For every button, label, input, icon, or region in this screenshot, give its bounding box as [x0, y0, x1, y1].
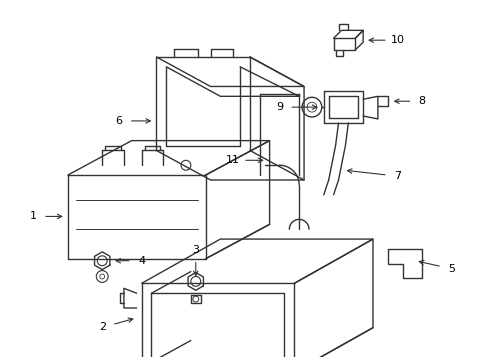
- Text: 4: 4: [138, 256, 145, 266]
- Text: 5: 5: [447, 264, 454, 274]
- Text: 2: 2: [99, 323, 105, 333]
- Text: 1: 1: [30, 211, 37, 221]
- Text: 9: 9: [275, 102, 283, 112]
- Text: 10: 10: [390, 35, 404, 45]
- Text: 8: 8: [418, 96, 425, 106]
- Text: 11: 11: [226, 155, 240, 165]
- Text: 7: 7: [393, 171, 400, 181]
- Text: 3: 3: [192, 245, 199, 255]
- Text: 6: 6: [115, 116, 122, 126]
